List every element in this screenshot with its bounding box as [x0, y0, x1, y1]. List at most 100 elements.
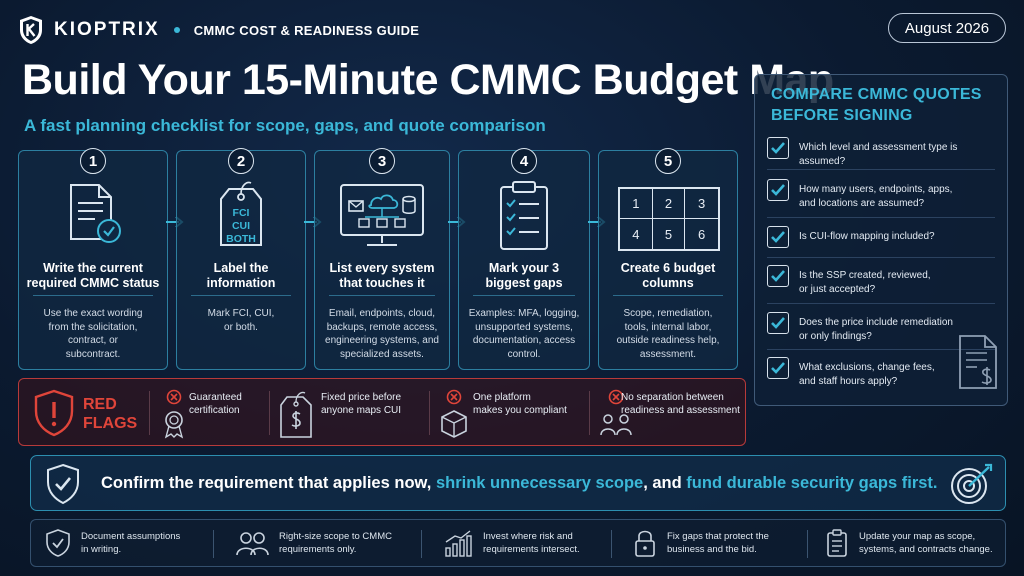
- tip-text: requirements intersect.: [483, 544, 580, 555]
- step-description: Use the exact wording from the solicitat…: [27, 307, 159, 361]
- cube-x-icon: [441, 389, 467, 438]
- people-x-icon: [600, 389, 632, 436]
- grid-cell: 3: [685, 189, 718, 219]
- brand-separator-dot: [173, 27, 180, 33]
- red-flags-panel: RED FLAGS Guaranteed certification Fixed…: [18, 378, 746, 446]
- step-description: Mark FCI, CUI, or both.: [185, 307, 297, 334]
- divider: [613, 295, 723, 296]
- summary-highlight: fund durable security gaps first.: [686, 474, 938, 492]
- step-title-line: that touches it: [339, 276, 425, 290]
- desc-line: unsupported systems,: [475, 321, 573, 333]
- divider: [767, 169, 995, 170]
- step-title-line: Mark your 3: [488, 261, 560, 275]
- step-card-1: 1 Write the current required CMMC status…: [18, 148, 168, 370]
- grid-cell: 4: [620, 219, 653, 249]
- guide-name: CMMC COST & READINESS GUIDE: [193, 22, 420, 38]
- desc-line: control.: [507, 348, 541, 360]
- red-flag-text: anyone maps CUI: [321, 405, 402, 416]
- tip-item: Update your map as scope, systems, and c…: [825, 528, 993, 558]
- clipboard-checklist-icon: [500, 181, 548, 250]
- desc-line: assessment.: [639, 348, 697, 360]
- step-card-4: 4 Mark your 3 biggest gaps Examples: MFA…: [458, 148, 590, 370]
- checklist-item: Is CUI-flow mapping included?: [767, 226, 1003, 248]
- red-flag-text: Guaranteed: [189, 392, 242, 403]
- tag-labels: FCI CUI BOTH: [177, 207, 305, 246]
- tip-text: Fix gaps that protect the: [667, 531, 769, 542]
- price-tag-icon: [280, 391, 312, 438]
- desc-line: Mark FCI, CUI,: [207, 308, 275, 319]
- clipboard-list-icon: [827, 529, 847, 557]
- checkbox-checked-icon: [767, 179, 789, 201]
- tip-text: Right-size scope to CMMC: [279, 531, 392, 542]
- checklist-item: What exclusions, change fees, and staff …: [767, 357, 947, 389]
- desc-line: or both.: [224, 321, 258, 333]
- monitor-cloud-icon: [340, 184, 424, 246]
- divider: [329, 295, 435, 296]
- grid-icon: 1 2 3 4 5 6: [618, 187, 720, 251]
- checkbox-checked-icon: [767, 226, 789, 248]
- red-flag-text: No separation between: [621, 392, 724, 403]
- step-card-3: 3 List every system that touches it Emai…: [314, 148, 450, 370]
- desc-line: backups, remote access,: [326, 321, 438, 333]
- grid-cell: 6: [698, 226, 706, 242]
- checklist-text: and staff hours apply?: [799, 376, 898, 387]
- tip-text: requirements only.: [279, 544, 357, 555]
- divider: [611, 530, 612, 558]
- tip-text: Document assumptions: [81, 531, 181, 542]
- step-description: Examples: MFA, logging, unsupported syst…: [467, 307, 581, 361]
- divider: [589, 391, 590, 435]
- desc-line: subcontract.: [65, 348, 121, 360]
- divider: [149, 391, 150, 435]
- warning-shield-icon: [34, 389, 74, 437]
- tag-label-both: BOTH: [226, 233, 256, 245]
- shield-check-icon: [46, 529, 70, 557]
- divider: [767, 217, 995, 218]
- desc-line: Examples: MFA, logging,: [468, 308, 580, 319]
- step-description: Email, endpoints, cloud, backups, remote…: [323, 307, 441, 361]
- users-icon: [236, 532, 269, 556]
- step-title-line: required CMMC status: [26, 276, 160, 290]
- divider: [269, 391, 270, 435]
- tag-icon: [220, 181, 262, 246]
- page-title: Build Your 15-Minute CMMC Budget Map: [22, 56, 834, 104]
- checklist-text: or just accepted?: [799, 284, 876, 295]
- grid-cell: 5: [653, 219, 686, 249]
- summary-banner: Confirm the requirement that applies now…: [30, 455, 1006, 511]
- red-flag-item: Guaranteed certification: [189, 391, 242, 417]
- red-flag-item: One platform makes you compliant: [473, 391, 567, 417]
- panel-title: COMPARE CMMC QUOTES BEFORE SIGNING: [771, 84, 1001, 126]
- red-flags-label-line: FLAGS: [83, 415, 138, 432]
- tip-text: in writing.: [81, 544, 122, 555]
- step-number: 5: [655, 148, 681, 174]
- red-flag-text: makes you compliant: [473, 405, 567, 416]
- step-number: 4: [511, 148, 537, 174]
- grid-cell: 2: [652, 189, 686, 219]
- tag-label-cui: CUI: [231, 220, 251, 232]
- checklist-item: Does the price include remediation or on…: [767, 312, 1003, 344]
- red-flag-item: Fixed price before anyone maps CUI: [321, 391, 401, 417]
- page-subtitle: A fast planning checklist for scope, gap…: [24, 116, 546, 135]
- red-flag-text: certification: [189, 405, 240, 416]
- step-title-line: biggest gaps: [485, 276, 563, 290]
- step-title-line: information: [206, 276, 276, 290]
- desc-line: from the solicitation,: [48, 321, 138, 333]
- divider: [767, 257, 995, 258]
- target-arrow-icon: [951, 463, 993, 504]
- checkbox-checked-icon: [767, 357, 789, 379]
- growth-chart-icon: [445, 530, 472, 557]
- step-card-5: 5 1 2 3 4 5 6 Create 6 budget columns Sc…: [598, 148, 738, 370]
- desc-line: specialized assets.: [340, 348, 424, 360]
- divider: [191, 295, 291, 296]
- checkbox-checked-icon: [767, 265, 789, 287]
- tag-label-fci: FCI: [232, 207, 250, 219]
- red-flags-label-line: RED: [83, 396, 117, 413]
- divider: [429, 391, 430, 435]
- tip-item: Document assumptions in writing.: [45, 528, 180, 558]
- tip-item: Right-size scope to CMMC requirements on…: [235, 528, 392, 558]
- divider: [213, 530, 214, 558]
- step-title-line: Write the current: [43, 261, 143, 275]
- desc-line: tools, internal labor,: [624, 321, 712, 333]
- summary-text: Confirm the requirement that applies now…: [101, 474, 938, 493]
- panel-title-line: BEFORE SIGNING: [771, 107, 913, 124]
- red-flag-text: Fixed price before: [321, 392, 402, 403]
